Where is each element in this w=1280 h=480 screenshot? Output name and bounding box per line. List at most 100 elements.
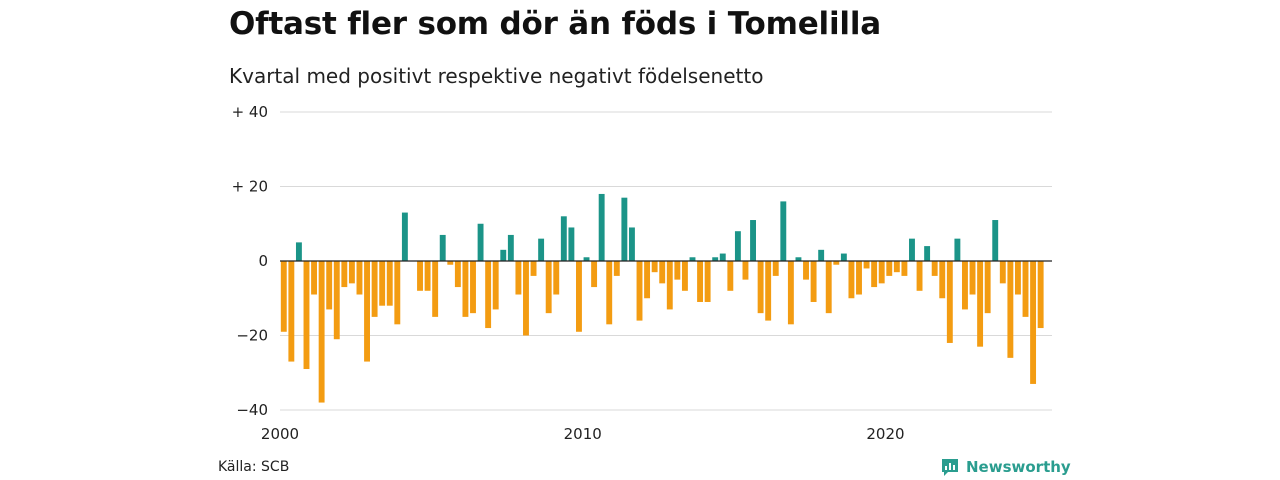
- bar-positive: [840, 253, 847, 261]
- bar-negative: [318, 261, 325, 403]
- bar-negative: [576, 261, 582, 332]
- bar-positive: [818, 249, 825, 261]
- bar-negative: [530, 261, 537, 276]
- y-tick-label: −20: [236, 327, 268, 345]
- bar-negative: [893, 261, 900, 273]
- y-tick-label: −40: [236, 401, 268, 419]
- x-tick-label: 2010: [564, 425, 602, 443]
- bar-negative: [591, 261, 598, 288]
- bar-negative: [757, 261, 764, 314]
- bar-negative: [1030, 261, 1037, 384]
- bar-negative: [848, 261, 855, 299]
- bar-negative: [356, 261, 363, 295]
- bar-positive: [560, 216, 567, 261]
- bar-negative: [326, 261, 333, 310]
- bar-negative: [803, 261, 809, 280]
- bar-negative: [886, 261, 893, 276]
- bars: [280, 193, 1044, 403]
- bar-chart: + 40 + 20 0 −20 −40 2000 2010 2020: [232, 103, 1052, 443]
- bar-negative: [1037, 261, 1044, 329]
- bar-negative: [727, 261, 734, 291]
- bar-negative: [674, 261, 681, 280]
- bar-negative: [833, 261, 840, 265]
- bar-negative: [636, 261, 643, 321]
- bar-positive: [568, 227, 575, 261]
- source-label: Källa: SCB: [218, 459, 290, 475]
- bar-positive: [401, 212, 408, 261]
- bar-negative: [644, 261, 651, 299]
- bar-positive: [909, 238, 915, 261]
- bar-negative: [553, 261, 560, 295]
- bar-negative: [984, 261, 991, 314]
- bar-negative: [916, 261, 923, 291]
- y-tick-label: 0: [258, 252, 268, 270]
- bar-negative: [765, 261, 772, 321]
- bar-negative: [386, 261, 393, 306]
- bar-negative: [697, 261, 704, 302]
- bar-negative: [863, 261, 870, 269]
- bar-negative: [1022, 261, 1029, 317]
- bar-negative: [704, 261, 711, 302]
- bar-positive: [583, 257, 590, 261]
- bar-negative: [379, 261, 386, 306]
- bar-negative: [485, 261, 492, 329]
- bar-positive: [992, 220, 999, 261]
- bar-negative: [371, 261, 378, 317]
- bar-positive: [712, 257, 719, 261]
- bar-positive: [477, 223, 484, 261]
- bar-positive: [924, 246, 931, 261]
- bar-negative: [681, 261, 688, 291]
- bar-positive: [621, 197, 628, 261]
- bar-negative: [810, 261, 817, 302]
- bar-negative: [470, 261, 476, 314]
- bar-negative: [787, 261, 794, 325]
- x-axis-ticks: 2000 2010 2020: [261, 409, 1052, 443]
- bar-negative: [613, 261, 620, 276]
- bar-positive: [295, 242, 302, 262]
- bar-negative: [492, 261, 499, 310]
- bar-positive: [500, 249, 507, 261]
- bar-negative: [856, 261, 862, 295]
- bar-negative: [742, 261, 749, 280]
- bar-negative: [523, 261, 529, 336]
- bar-positive: [795, 257, 802, 261]
- chart-subtitle: Kvartal med positivt respektive negativt…: [229, 64, 764, 88]
- bar-positive: [780, 201, 787, 261]
- brand-name: Newsworthy: [966, 458, 1071, 476]
- bar-negative: [878, 261, 885, 284]
- bar-negative: [515, 261, 522, 295]
- bar-negative: [432, 261, 439, 317]
- y-tick-label: + 40: [232, 103, 268, 121]
- y-axis-ticks: + 40 + 20 0 −20 −40: [232, 103, 268, 419]
- bar-positive: [598, 193, 605, 261]
- chart-title: Oftast fler som dör än föds i Tomelilla: [229, 6, 881, 42]
- bar-negative: [999, 261, 1006, 284]
- bar-negative: [364, 261, 370, 362]
- bar-negative: [606, 261, 613, 325]
- bar-positive: [689, 257, 696, 261]
- bar-negative: [303, 261, 310, 370]
- bar-negative: [311, 261, 318, 295]
- bar-negative: [447, 261, 454, 265]
- bar-negative: [424, 261, 431, 291]
- bar-negative: [545, 261, 552, 314]
- bar-negative: [454, 261, 461, 288]
- bar-negative: [939, 261, 946, 299]
- bar-negative: [666, 261, 673, 310]
- bar-positive: [538, 238, 545, 261]
- x-tick-label: 2020: [866, 425, 904, 443]
- bar-negative: [1007, 261, 1014, 358]
- bar-negative: [946, 261, 953, 343]
- bar-negative: [931, 261, 938, 276]
- newsworthy-logo: Newsworthy: [940, 457, 1071, 477]
- bar-positive: [750, 220, 756, 261]
- bar-negative: [341, 261, 348, 288]
- bar-negative: [280, 261, 287, 332]
- bar-positive: [628, 227, 635, 261]
- bar-negative: [417, 261, 423, 291]
- bar-negative: [871, 261, 878, 288]
- bar-negative: [288, 261, 295, 362]
- bar-positive: [734, 231, 741, 261]
- bar-positive: [719, 253, 726, 261]
- bar-negative: [772, 261, 779, 276]
